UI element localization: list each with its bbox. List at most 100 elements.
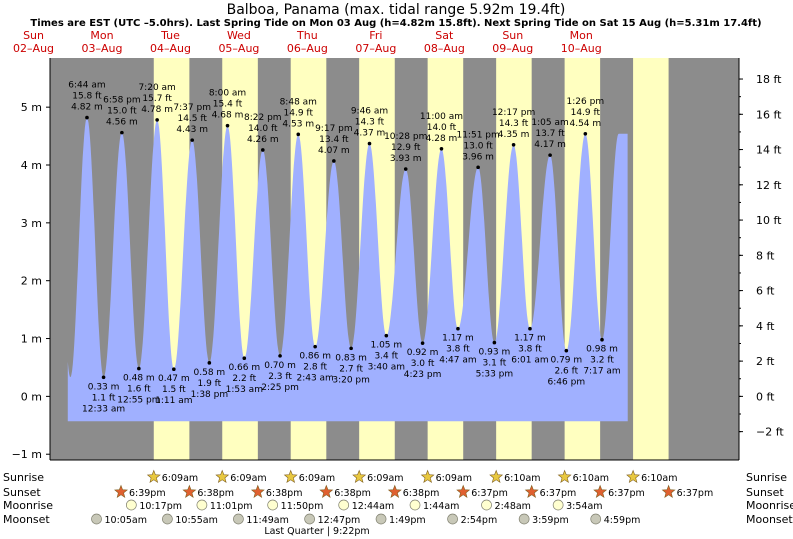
tide-time-label: 2:43 am [296, 374, 333, 384]
tide-point [172, 367, 176, 371]
date-label: 08–Aug [424, 42, 465, 55]
tide-point [155, 118, 159, 122]
left-tick-label: 3 m [21, 217, 42, 230]
tide-point [439, 147, 444, 151]
tide-time-label: 6:58 pm [103, 96, 141, 106]
tide-point [278, 354, 282, 358]
tide-time-label: 9:46 am [351, 107, 388, 117]
tide-feet-label: 14.3 ft [355, 118, 385, 128]
moonrise-moon-icon [338, 499, 350, 511]
tide-feet-label: 15.8 ft [72, 92, 102, 102]
tide-meters-label: 4.43 m [176, 125, 208, 135]
tide-time-label: 9:17 pm [315, 124, 353, 134]
right-tick-label: 12 ft [756, 179, 782, 192]
tide-meters-label: 0.83 m [335, 353, 367, 363]
tide-feet-label: 14.0 ft [427, 123, 457, 133]
moonset-moon-icon [447, 513, 458, 525]
moonrise-moon-icon [267, 499, 279, 511]
tide-feet-label: 15.4 ft [213, 100, 243, 110]
row-label-left: Moonrise [3, 499, 53, 512]
tide-meters-label: 1.17 m [442, 334, 474, 344]
moonset-moon-icon [233, 513, 244, 525]
moonset-time-label: 3:59pm [532, 515, 569, 526]
tide-time-label: 12:33 am [82, 404, 125, 414]
sunset-time-label: 6:37pm [608, 488, 645, 499]
tide-point [528, 326, 532, 331]
tide-time-label: 8:00 am [209, 89, 246, 99]
sunset-time-label: 6:39pm [129, 488, 166, 499]
right-tick-label: 16 ft [756, 108, 782, 121]
row-label-left: Sunset [3, 486, 41, 499]
tide-point [101, 375, 106, 380]
date-label: 09–Aug [492, 42, 533, 55]
tide-point [420, 341, 425, 345]
tide-meters-label: 4.28 m [426, 134, 458, 144]
tide-feet-label: 15.7 ft [142, 94, 172, 104]
moonrise-time-label: 12:44am [352, 501, 394, 512]
tide-time-label: 6:46 pm [548, 378, 586, 388]
sunrise-star-icon [557, 469, 572, 483]
left-tick-label: 4 m [21, 159, 42, 172]
sunrise-time-label: 6:09am [367, 473, 403, 484]
tide-feet-label: 13.4 ft [319, 135, 349, 145]
moonset-moon-icon [91, 513, 102, 525]
tide-point [403, 167, 408, 171]
row-label-right: Sunrise [746, 471, 787, 484]
tide-point [261, 148, 265, 152]
daylight-band [633, 58, 669, 460]
moonset-moon-icon [375, 513, 387, 525]
sunset-star-icon [182, 484, 197, 498]
sunrise-star-icon [283, 469, 298, 483]
tide-time-label: 4:23 pm [404, 370, 442, 380]
moonrise-moon-icon [409, 499, 421, 511]
tide-feet-label: 1.6 ft [127, 385, 151, 395]
moonrise-moon-icon [125, 499, 137, 511]
right-tick-label: 4 ft [756, 320, 775, 333]
moonset-time-label: 10:05am [105, 515, 147, 526]
tide-meters-label: 0.98 m [586, 345, 618, 355]
tide-meters-label: 4.07 m [318, 146, 350, 156]
sunrise-time-label: 6:09am [436, 473, 472, 484]
tide-point [120, 130, 124, 135]
tide-time-label: 12:17 pm [492, 108, 535, 118]
day-of-week-label: Tue [160, 29, 180, 42]
tide-curve [67, 117, 628, 422]
moonset-moon-icon [304, 513, 315, 525]
tide-feet-label: 2.8 ft [303, 363, 327, 373]
tide-feet-label: 3.4 ft [374, 352, 398, 362]
tide-meters-label: 0.58 m [194, 368, 226, 378]
moonrise-time-label: 1:44am [423, 501, 459, 512]
tide-feet-label: 2.3 ft [268, 372, 292, 382]
tide-time-label: 11:51 pm [456, 130, 499, 140]
tide-meters-label: 4.54 m [569, 119, 601, 129]
day-of-week-label: Thu [296, 29, 318, 42]
day-of-week-label: Fri [369, 29, 382, 42]
tide-feet-label: 14.0 ft [248, 124, 278, 134]
right-tick-label: 0 ft [756, 390, 775, 403]
row-label-right: Moonset [746, 513, 793, 526]
date-label: 06–Aug [287, 42, 328, 55]
moonrise-moon-icon [552, 499, 564, 511]
tide-time-label: 8:22 pm [244, 113, 282, 123]
moonset-time-label: 10:55am [175, 515, 217, 526]
tide-meters-label: 1.17 m [514, 334, 546, 344]
tide-feet-label: 1.5 ft [162, 385, 186, 395]
tide-feet-label: 14.5 ft [177, 114, 207, 124]
left-tick-label: 2 m [21, 275, 42, 288]
tide-point [225, 123, 230, 128]
tide-meters-label: 0.86 m [299, 352, 331, 362]
tide-time-label: 7:20 am [138, 83, 175, 93]
moonrise-time-label: 11:01pm [210, 501, 253, 512]
tide-time-label: 7:17 am [583, 367, 620, 377]
date-label: 10–Aug [561, 42, 602, 55]
chart-title: Balboa, Panama (max. tidal range 5.92m 1… [227, 2, 566, 18]
sunrise-star-icon [489, 469, 504, 483]
tide-time-label: 5:33 pm [476, 370, 514, 380]
right-tick-label: 14 ft [756, 144, 782, 157]
tide-time-label: 1:38 pm [191, 390, 229, 400]
day-of-week-label: Wed [227, 29, 251, 42]
tide-time-label: 2:25 pm [261, 383, 299, 393]
